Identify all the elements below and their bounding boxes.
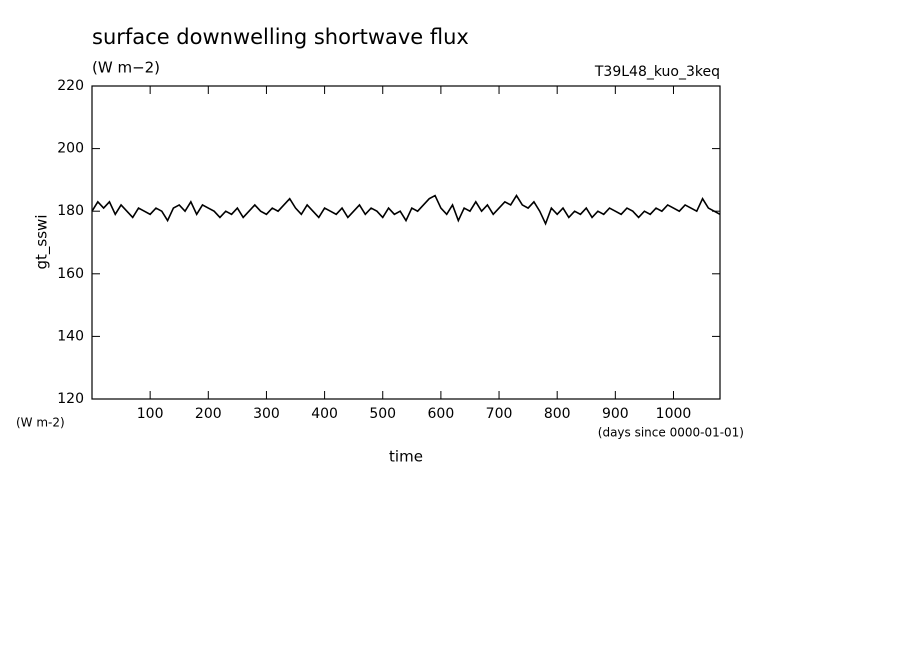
annotation: T39L48_kuo_3keq xyxy=(594,64,720,80)
x-tick-label: 200 xyxy=(195,406,222,422)
plot-frame xyxy=(91,85,721,400)
subtitle: (W m−2) xyxy=(92,59,160,77)
x-tick-label: 700 xyxy=(486,406,513,422)
x-tick-label: 500 xyxy=(369,406,396,422)
x-units: (days since 0000-01-01) xyxy=(598,426,744,440)
x-tick-label: 400 xyxy=(311,406,338,422)
x-tick-label: 1000 xyxy=(656,406,692,422)
y-tick-label: 220 xyxy=(57,78,84,94)
y-tick-label: 120 xyxy=(57,391,84,407)
y-tick-label: 160 xyxy=(57,266,84,282)
y-axis-label: gt_sswi xyxy=(33,215,52,270)
x-tick-label: 600 xyxy=(428,406,455,422)
y-tick-label: 140 xyxy=(57,328,84,344)
x-axis-label: time xyxy=(389,448,423,466)
y-tick-label: 180 xyxy=(57,203,84,219)
y-units: (W m-2) xyxy=(16,416,65,430)
x-tick-label: 100 xyxy=(137,406,164,422)
chart-title: surface downwelling shortwave flux xyxy=(92,25,469,49)
y-tick-label: 200 xyxy=(57,141,84,157)
x-tick-label: 900 xyxy=(602,406,629,422)
x-tick-label: 800 xyxy=(544,406,571,422)
x-tick-label: 300 xyxy=(253,406,280,422)
data-line xyxy=(91,194,721,226)
